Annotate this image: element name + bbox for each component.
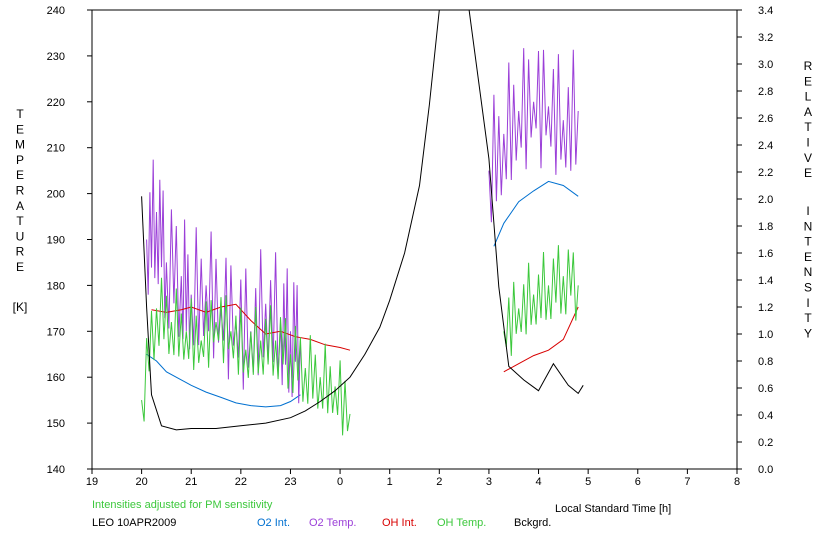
y-right-tick-label: 2.2 [758, 167, 773, 179]
right-axis-letter: A [804, 105, 812, 119]
series-line [141, 277, 351, 436]
x-tick-label: 8 [734, 476, 740, 488]
right-axis-letter: L [805, 90, 812, 104]
left-axis-letter: P [16, 153, 24, 167]
right-axis-letter: S [804, 281, 812, 295]
x-tick-label: 1 [387, 476, 393, 488]
left-axis-letter: E [16, 168, 24, 182]
legend-entry: O2 Int. [257, 517, 290, 529]
series-line [146, 353, 301, 408]
y-left-tick-label: 140 [47, 464, 65, 476]
y-right-tick-label: 2.8 [758, 86, 773, 98]
left-axis-letter: R [16, 184, 25, 198]
y-right-tick-label: 0.0 [758, 464, 773, 476]
y-right-tick-label: 1.6 [758, 248, 773, 260]
y-right-tick-label: 1.4 [758, 275, 773, 287]
series-line [141, 9, 584, 431]
right-axis-letter: T [804, 235, 812, 249]
y-left-tick-label: 200 [47, 189, 65, 201]
left-axis-letter: R [16, 245, 25, 259]
y-left-tick-label: 160 [47, 372, 65, 384]
right-axis-letter: E [804, 250, 812, 264]
x-tick-label: 2 [436, 476, 442, 488]
right-axis-letter: I [806, 296, 809, 310]
y-left-tick-label: 150 [47, 418, 65, 430]
y-right-tick-label: 2.6 [758, 113, 773, 125]
y-right-tick-label: 0.8 [758, 356, 773, 368]
y-left-tick-label: 240 [47, 5, 65, 17]
right-axis-letter: N [804, 265, 813, 279]
series-line [493, 180, 579, 247]
station-label: LEO 10APR2009 [92, 517, 176, 529]
right-axis-letter: I [806, 204, 809, 218]
y-right-tick-label: 2.4 [758, 140, 773, 152]
x-tick-label: 23 [284, 476, 296, 488]
right-axis-letter: I [806, 136, 809, 150]
x-tick-label: 3 [486, 476, 492, 488]
x-tick-label: 6 [635, 476, 641, 488]
y-right-tick-label: 0.6 [758, 383, 773, 395]
right-axis-letter: R [804, 59, 813, 73]
left-axis-letter: U [16, 229, 25, 243]
y-right-tick-label: 2.0 [758, 194, 773, 206]
left-axis-letter: E [16, 122, 24, 136]
note-text: Intensities adjusted for PM sensitivity [92, 499, 273, 511]
right-axis-letter: Y [804, 326, 812, 340]
legend-entry: O2 Temp. [309, 517, 357, 529]
x-axis-title: Local Standard Time [h] [555, 503, 671, 515]
y-left-tick-label: 190 [47, 235, 65, 247]
y-left-tick-label: 220 [47, 97, 65, 109]
right-axis-letter: V [804, 151, 812, 165]
right-axis-letter: T [804, 120, 812, 134]
left-axis-letter: A [16, 199, 24, 213]
y-right-tick-label: 1.2 [758, 302, 773, 314]
legend-entry: OH Int. [382, 517, 417, 529]
left-axis-unit: [K] [13, 300, 28, 314]
y-right-tick-label: 3.4 [758, 5, 773, 17]
y-right-tick-label: 0.2 [758, 437, 773, 449]
x-tick-label: 19 [86, 476, 98, 488]
x-tick-label: 21 [185, 476, 197, 488]
y-right-tick-label: 1.0 [758, 329, 773, 341]
left-axis-letter: E [16, 260, 24, 274]
legend-entry: OH Temp. [437, 517, 486, 529]
y-left-tick-label: 230 [47, 51, 65, 63]
y-right-tick-label: 0.4 [758, 410, 773, 422]
right-axis-letter: N [804, 219, 813, 233]
y-right-tick-label: 1.8 [758, 221, 773, 233]
right-axis-letter: T [804, 311, 812, 325]
legend-entry: Bckgrd. [514, 517, 551, 529]
series-line [488, 48, 579, 223]
plot-frame [91, 9, 738, 470]
x-tick-label: 20 [135, 476, 147, 488]
series-line [151, 303, 351, 351]
left-axis-letter: T [16, 107, 24, 121]
left-axis-letter: M [15, 138, 25, 152]
right-axis-letter: E [804, 166, 812, 180]
y-left-tick-label: 170 [47, 326, 65, 338]
y-left-tick-label: 210 [47, 143, 65, 155]
x-tick-label: 0 [337, 476, 343, 488]
x-tick-label: 4 [535, 476, 541, 488]
left-axis-letter: T [16, 214, 24, 228]
x-tick-label: 7 [684, 476, 690, 488]
y-right-tick-label: 3.2 [758, 32, 773, 44]
x-tick-label: 5 [585, 476, 591, 488]
x-tick-label: 22 [235, 476, 247, 488]
y-right-tick-label: 3.0 [758, 59, 773, 71]
y-left-tick-label: 180 [47, 280, 65, 292]
right-axis-letter: E [804, 74, 812, 88]
series-line [503, 245, 579, 356]
series-line [503, 306, 579, 373]
